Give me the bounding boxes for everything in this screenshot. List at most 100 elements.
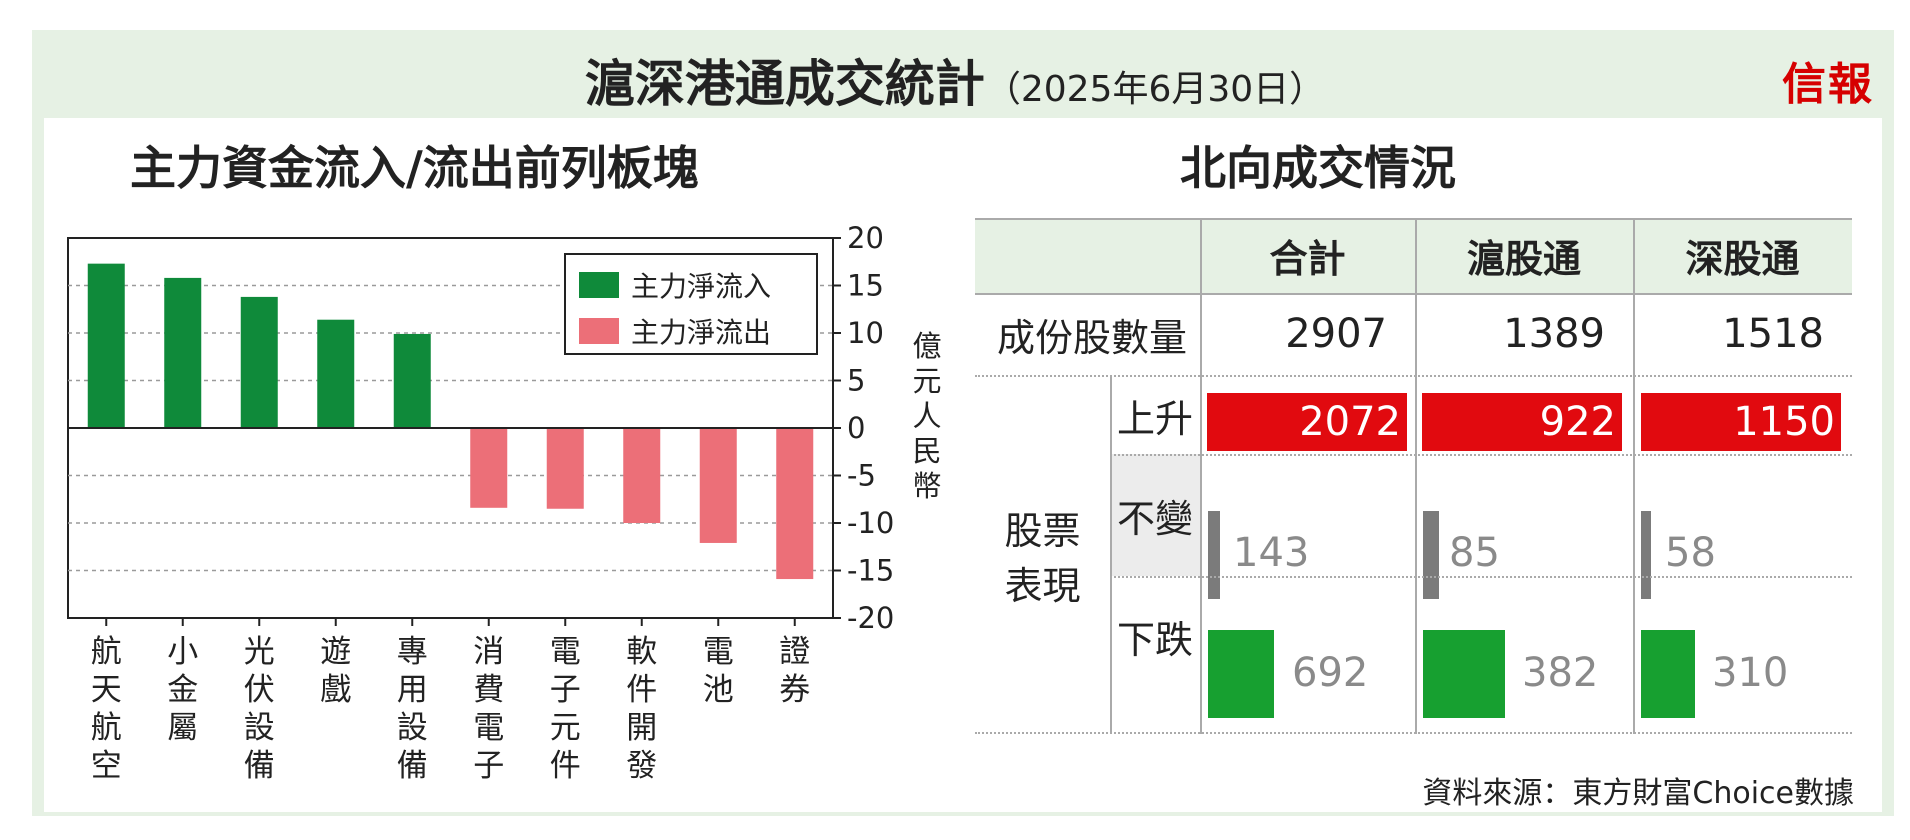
table-col-line — [1415, 218, 1417, 734]
fall-value-shenzhen: 310 — [1712, 650, 1789, 696]
table-header-row — [975, 218, 1852, 293]
category-label-char: 開 — [626, 710, 657, 746]
category-label-char: 子 — [550, 672, 581, 708]
fall-bar-total — [1208, 630, 1274, 718]
category-label-char: 空 — [91, 748, 122, 784]
category-label-char: 備 — [244, 748, 275, 784]
table-bottom-line — [975, 732, 1852, 734]
category-label-char: 費 — [473, 672, 504, 708]
category-label-char: 專 — [397, 634, 428, 670]
category-label-char: 消 — [473, 634, 504, 670]
rise-bar-shanghai: 922 — [1422, 393, 1622, 451]
fall-bar-shanghai — [1423, 630, 1505, 718]
y-tick-label: -10 — [847, 506, 894, 540]
category-label-char: 軟 — [626, 634, 657, 670]
y-tick-label: -15 — [847, 554, 894, 588]
category-label-char: 件 — [626, 672, 657, 708]
bar-outflow — [776, 428, 814, 580]
unchanged-bar-total — [1208, 511, 1220, 599]
chart-title: 主力資金流入/流出前列板塊 — [130, 141, 699, 195]
y-tick-label: 0 — [847, 411, 865, 445]
unchanged-bar-shanghai — [1423, 511, 1439, 599]
bar-inflow — [164, 277, 202, 428]
constituents-shanghai: 1389 — [1503, 311, 1605, 357]
unchanged-value-shanghai: 85 — [1449, 530, 1500, 576]
category-label-char: 金 — [167, 672, 198, 708]
row-label-rise: 上升 — [1116, 396, 1193, 441]
category-label-char: 航 — [91, 634, 122, 670]
category-label-char: 用 — [397, 672, 428, 708]
y-axis-label-char: 元 — [912, 364, 941, 398]
table-title: 北向成交情況 — [1180, 141, 1456, 195]
page-date: （2025年6月30日） — [984, 69, 1326, 110]
legend-label: 主力淨流入 — [631, 270, 771, 303]
y-tick-label: -20 — [847, 601, 894, 635]
table-top-line — [975, 218, 1852, 220]
bar-inflow — [240, 296, 278, 428]
category-label-char: 備 — [397, 748, 428, 784]
group-label-line2: 表現 — [1004, 563, 1081, 608]
table-col-line — [1110, 375, 1112, 734]
unchanged-value-shenzhen: 58 — [1665, 530, 1716, 576]
col-header-total: 合計 — [1269, 237, 1346, 281]
category-label-char: 池 — [703, 672, 734, 708]
fall-bar-shenzhen — [1641, 630, 1695, 718]
category-label-char: 子 — [473, 748, 504, 784]
col-header-shenzhen: 深股通 — [1685, 237, 1800, 281]
y-axis-label-char: 民 — [912, 434, 941, 468]
page-title: 滬深港通成交統計（2025年6月30日） — [584, 55, 1326, 113]
brand-logo: 信報 — [1782, 59, 1874, 110]
category-label-char: 券 — [779, 672, 810, 708]
category-label-char: 航 — [91, 710, 122, 746]
fall-value-shanghai: 382 — [1522, 650, 1599, 696]
legend-swatch — [579, 272, 619, 298]
bar-inflow — [317, 319, 355, 428]
category-label-char: 小 — [167, 634, 198, 670]
unchanged-label-bg — [1110, 454, 1200, 576]
row-label-unchanged: 不變 — [1116, 496, 1193, 541]
category-label-char: 屬 — [167, 710, 198, 746]
table-row-line — [1110, 454, 1852, 456]
category-label-char: 設 — [244, 710, 275, 746]
group-label-line1: 股票 — [1004, 508, 1081, 553]
category-label-char: 證 — [779, 634, 810, 670]
bar-outflow — [546, 428, 584, 509]
stock-performance-label: 股票 表現 — [975, 375, 1110, 734]
bar-outflow — [623, 428, 661, 523]
table-row-line — [975, 375, 1852, 377]
y-tick-label: 5 — [847, 364, 865, 398]
bar-outflow — [470, 428, 508, 508]
table-col-line — [1200, 218, 1202, 734]
constituents-total: 2907 — [1285, 311, 1387, 357]
category-label-char: 光 — [244, 634, 275, 670]
category-label-char: 天 — [91, 672, 122, 708]
y-axis-label-char: 億 — [912, 329, 941, 363]
bar-outflow — [699, 428, 737, 543]
table-col-line — [1633, 218, 1635, 734]
unchanged-value-total: 143 — [1233, 530, 1310, 576]
category-label-char: 元 — [550, 710, 581, 746]
category-label-char: 遊 — [320, 634, 351, 670]
row-label-fall: 下跌 — [1116, 617, 1193, 662]
col-header-shanghai: 滬股通 — [1466, 237, 1581, 281]
category-label-char: 電 — [473, 710, 504, 746]
category-label-char: 件 — [550, 748, 581, 784]
table-header-line — [975, 293, 1852, 295]
y-tick-label: 15 — [847, 269, 884, 303]
rise-bar-shenzhen: 1150 — [1641, 393, 1841, 451]
table-row-line — [1110, 576, 1852, 578]
rise-bar-total: 2072 — [1207, 393, 1407, 451]
category-label-char: 電 — [703, 634, 734, 670]
legend-label: 主力淨流出 — [631, 316, 771, 349]
legend-swatch — [579, 318, 619, 344]
category-label-char: 設 — [397, 710, 428, 746]
category-label-char: 發 — [626, 748, 657, 784]
category-label-char: 電 — [550, 634, 581, 670]
northbound-table: 合計 滬股通 深股通 成份股數量 2907 1389 1518 股票 表現 上升… — [975, 218, 1852, 734]
y-tick-label: -5 — [847, 459, 876, 493]
category-label-char: 伏 — [244, 672, 275, 708]
fall-value-total: 692 — [1292, 650, 1369, 696]
constituents-label: 成份股數量 — [997, 315, 1188, 360]
y-axis-label-char: 幣 — [912, 469, 941, 503]
